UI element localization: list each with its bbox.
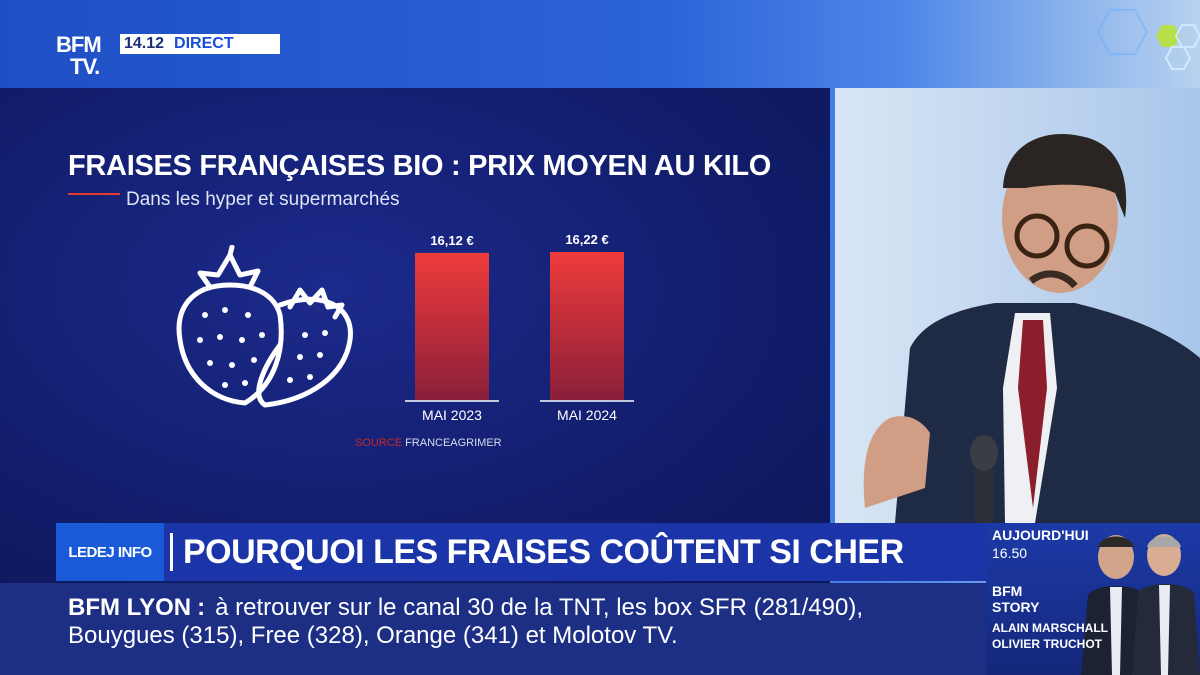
show-name-line1: BFM [992, 583, 1023, 599]
ticker-text1: à retrouver sur le canal 30 de la TNT, l… [215, 594, 863, 621]
bar-chart: 16,12 € MAI 2023 16,22 € MAI 2024 [405, 232, 634, 423]
ticker-line2: Bouygues (315), Free (328), Orange (341)… [68, 622, 678, 649]
show-name-line2: STORY [992, 599, 1040, 615]
chart-source: SOURCE FRANCEAGRIMER [355, 437, 502, 449]
today-label: AUJOURD'HUI [992, 527, 1089, 543]
news-ticker [0, 583, 986, 675]
live-time-box: 14.12 DIRECT [120, 34, 280, 54]
upcoming-show-panel: AUJOURD'HUI 16.50 BFM STORY ALAIN MARSCH… [986, 523, 1200, 675]
source-name: FRANCEAGRIMER [405, 437, 502, 449]
bar-1 [550, 252, 624, 400]
ticker-colon: : [197, 594, 206, 621]
show-time: 16.50 [992, 545, 1028, 561]
bar-0 [415, 252, 489, 400]
logo-line2: TV. [70, 54, 100, 79]
broadcast-time: 14.12 [124, 35, 165, 52]
source-label: SOURCE [355, 437, 403, 449]
banner-separator [170, 533, 173, 571]
category-label-1: MAI 2024 [557, 407, 617, 423]
value-label-0: 16,12 € [430, 233, 473, 248]
show-hosts-image [1081, 534, 1200, 675]
hexagon-decoration-icon [1096, 9, 1200, 70]
program-logo: LEDEJ INFO [56, 523, 164, 581]
logo-line1: BFM [56, 32, 102, 57]
headline-banner: LEDEJ INFO POURQUOI LES FRAISES COÛTENT … [56, 523, 986, 581]
chart-subtitle: Dans les hyper et supermarchés [126, 189, 400, 210]
value-label-1: 16,22 € [565, 232, 608, 247]
channel-logo: BFM TV. [56, 34, 112, 82]
title-accent-rule [68, 193, 120, 195]
ticker-line1: BFM LYON: à retrouver sur le canal 30 de … [68, 594, 863, 622]
headline-text: POURQUOI LES FRAISES COÛTENT SI CHER [183, 532, 904, 571]
category-label-0: MAI 2023 [422, 407, 482, 423]
chart-title: FRAISES FRANÇAISES BIO : PRIX MOYEN AU K… [68, 150, 772, 182]
ticker-label: BFM LYON [68, 594, 192, 621]
host-name-2: OLIVIER TRUCHOT [992, 637, 1102, 651]
live-label: DIRECT [174, 35, 234, 52]
presenter-image [835, 88, 1200, 523]
host-name-1: ALAIN MARSCHALL [992, 621, 1108, 635]
strawberry-icon [176, 245, 353, 408]
